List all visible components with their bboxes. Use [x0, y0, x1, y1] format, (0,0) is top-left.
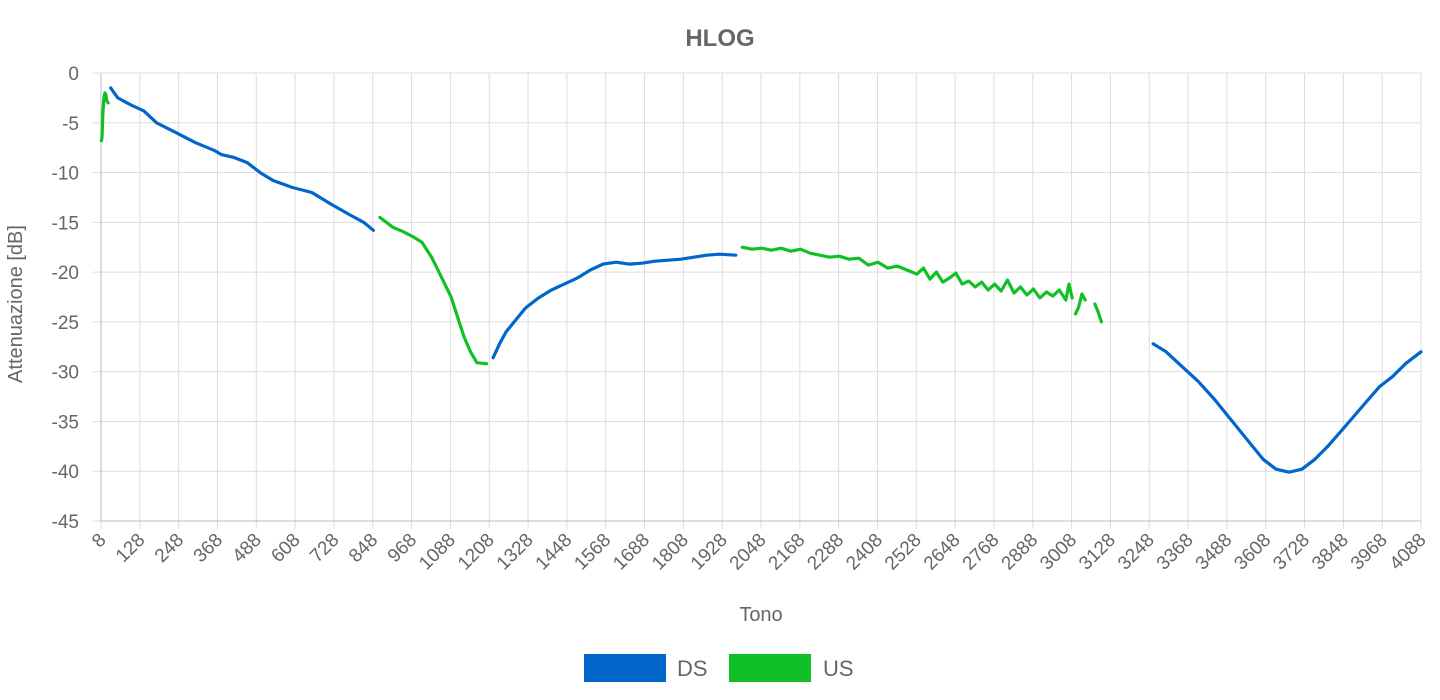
legend-swatch-ds — [584, 654, 666, 682]
y-tick-label: 0 — [68, 64, 79, 85]
legend-swatch-us — [729, 654, 811, 682]
y-tick-label: -45 — [52, 512, 79, 533]
y-tick-label: -40 — [52, 462, 79, 483]
series-ds-segment-2 — [1151, 342, 1423, 474]
series-ds-segment-0 — [109, 86, 375, 232]
y-axis-ticks: 0 -5 -10 -15 -20 -25 -30 -35 -40 -45 — [52, 64, 79, 533]
series-us — [99, 91, 1103, 366]
legend-label-ds: DS — [677, 656, 708, 681]
y-tick-label: -30 — [52, 363, 79, 384]
y-tick-label: -10 — [52, 164, 79, 185]
series-us-segment-1 — [378, 215, 489, 366]
legend-item-ds[interactable]: DS — [584, 654, 708, 682]
y-tick-label: -20 — [52, 263, 79, 284]
legend-item-us[interactable]: US — [729, 654, 854, 682]
legend: DS US — [584, 654, 854, 682]
chart-title: HLOG — [685, 25, 754, 52]
grid-lines — [93, 72, 1422, 529]
series-us-segment-4 — [1093, 302, 1103, 324]
series-us-segment-3 — [1073, 292, 1087, 316]
legend-label-us: US — [823, 656, 854, 681]
x-axis-title: Tono — [739, 604, 782, 626]
series-ds — [109, 86, 1423, 474]
y-axis-title: Attenuazione [dB] — [5, 225, 27, 383]
series-us-segment-0 — [99, 91, 110, 143]
series-lines — [99, 86, 1423, 474]
y-tick-label: -15 — [52, 213, 79, 234]
series-us-segment-2 — [740, 245, 1074, 302]
series-ds-segment-1 — [491, 252, 738, 360]
y-tick-label: -35 — [52, 412, 79, 433]
y-tick-label: -25 — [52, 313, 79, 334]
y-tick-label: -5 — [62, 114, 79, 135]
